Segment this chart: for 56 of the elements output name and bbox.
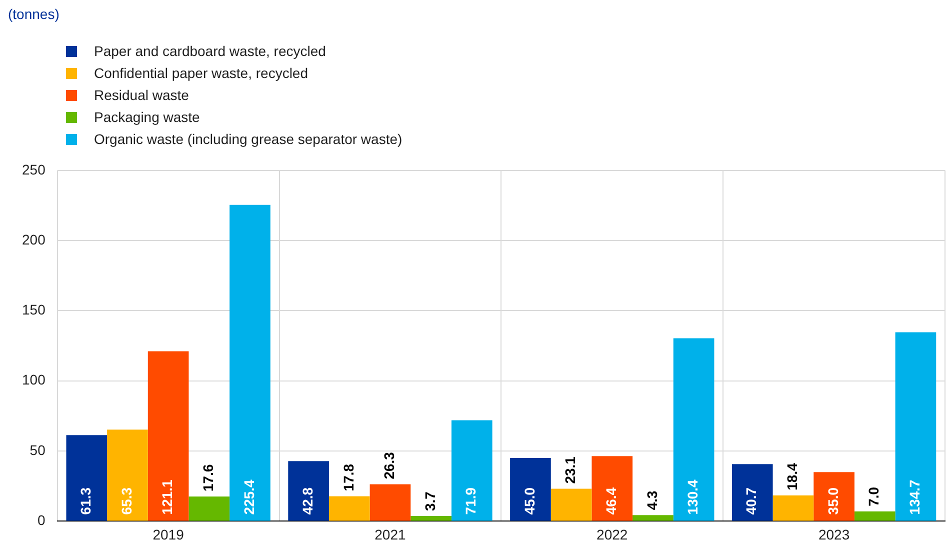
legend-label: Paper and cardboard waste, recycled (94, 43, 326, 59)
data-label: 42.8 (299, 487, 316, 515)
bar (632, 515, 674, 521)
bar (188, 496, 230, 521)
legend-label: Residual waste (94, 87, 189, 103)
data-label: 61.3 (78, 487, 94, 515)
x-tick-label: 2023 (818, 526, 850, 542)
bar (148, 351, 189, 521)
legend-label: Organic waste (including grease separator waste) (94, 131, 402, 147)
data-label: 18.4 (784, 462, 800, 490)
text: (tonnes) (8, 6, 60, 22)
x-tick-label: 2021 (374, 526, 406, 542)
x-tick-label: 2022 (596, 526, 628, 542)
y-tick-label: 100 (22, 372, 46, 388)
bar (66, 435, 108, 521)
bar (410, 516, 452, 521)
bar (230, 204, 270, 521)
bar (732, 464, 773, 521)
bar (814, 472, 854, 521)
data-label: 40.7 (743, 487, 760, 515)
bar (288, 461, 329, 521)
data-label: 225.4 (240, 479, 257, 515)
data-label: 17.6 (200, 464, 216, 492)
data-label: 26.3 (381, 452, 398, 480)
x-tick-label: 2019 (152, 526, 184, 542)
legend-label: Packaging waste (94, 109, 200, 125)
data-label: 46.4 (602, 487, 619, 515)
y-tick-label: 150 (22, 302, 46, 318)
bar (854, 511, 896, 521)
bar (673, 338, 714, 521)
bar (328, 496, 370, 521)
legend-label: Confidential paper waste, recycled (94, 65, 308, 81)
bar (451, 420, 492, 521)
data-label: 7.0 (866, 486, 882, 506)
data-label: 17.8 (340, 464, 356, 492)
data-label: 45.0 (521, 487, 538, 515)
data-label: 65.3 (118, 487, 134, 515)
data-label: 35.0 (824, 487, 841, 515)
y-tick-label: 0 (38, 512, 46, 528)
bar (107, 430, 148, 521)
data-label: 71.9 (462, 487, 479, 515)
y-tick-label: 250 (22, 161, 46, 178)
data-label: 130.4 (684, 479, 701, 515)
y-tick-label: 200 (22, 231, 46, 248)
data-label: 121.1 (159, 479, 176, 515)
data-label: 3.7 (422, 491, 438, 512)
data-label: 23.1 (562, 456, 578, 484)
y-tick-label: 50 (30, 442, 46, 458)
bar (370, 484, 411, 521)
data-label: 134.7 (906, 479, 923, 515)
bar (772, 495, 814, 521)
data-label: 4.3 (644, 490, 660, 510)
bar (510, 458, 551, 521)
bar (550, 488, 592, 521)
bar (895, 332, 936, 521)
bar (592, 456, 633, 521)
